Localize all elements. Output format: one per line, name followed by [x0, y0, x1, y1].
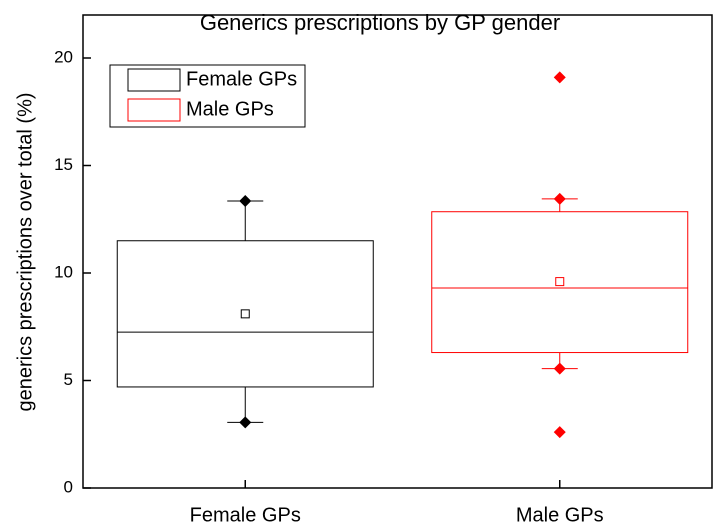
y-tick-label: 0 [64, 477, 73, 496]
x-tick-label: Female GPs [190, 504, 301, 526]
y-tick-label: 10 [54, 262, 73, 281]
whisker-marker [239, 416, 252, 429]
whisker-marker [553, 362, 566, 375]
legend-label: Male GPs [186, 98, 274, 120]
box [431, 211, 689, 354]
whisker-marker [239, 194, 252, 207]
outlier [553, 426, 566, 439]
y-axis-label: generics prescriptions over total (%) [14, 92, 36, 411]
whisker-marker [553, 192, 566, 205]
legend-swatch [127, 68, 181, 92]
mean [555, 277, 565, 287]
mean [240, 309, 250, 319]
y-tick-label: 5 [64, 370, 73, 389]
y-tick-label: 20 [54, 47, 73, 66]
legend-label: Female GPs [186, 68, 297, 90]
outlier [553, 71, 566, 84]
plot-frame [82, 14, 713, 489]
legend-frame [109, 64, 306, 128]
box [116, 240, 374, 388]
legend-swatch [127, 98, 181, 122]
y-tick-label: 15 [54, 155, 73, 174]
x-tick-label: Male GPs [516, 504, 604, 526]
chart-title: Generics prescriptions by GP gender [200, 10, 560, 35]
